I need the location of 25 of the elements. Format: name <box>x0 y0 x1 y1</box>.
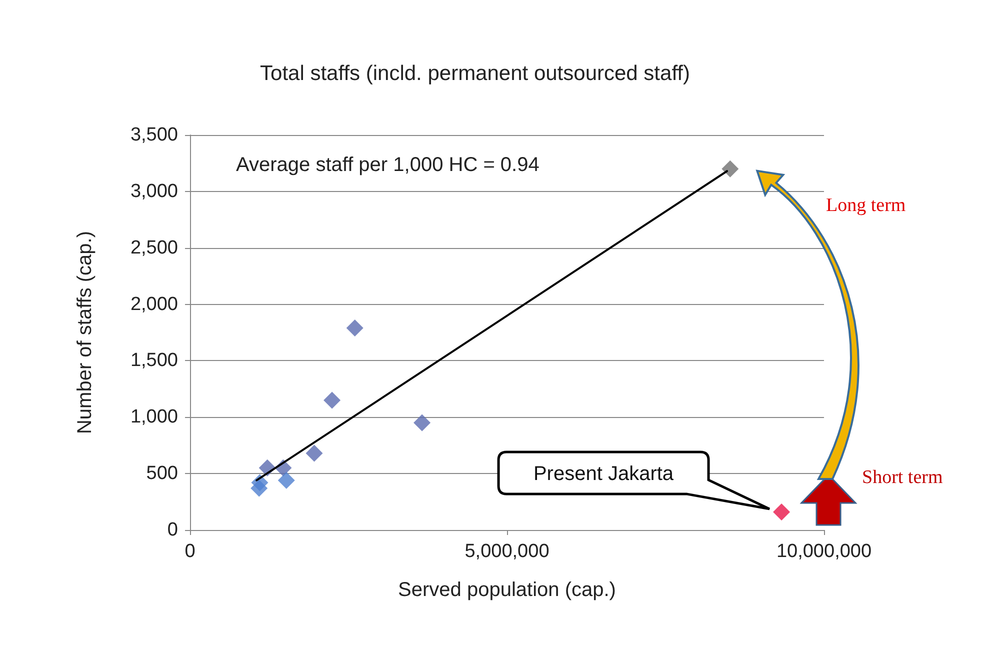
text: Long term <box>826 195 906 216</box>
point <box>773 503 790 520</box>
point <box>278 472 295 489</box>
x-tick-label: 10,000,000 <box>776 541 872 562</box>
x-axis-title: Served population (cap.) <box>398 579 616 601</box>
text: Short term <box>862 467 943 488</box>
y-tick-label: 2,500 <box>130 237 178 258</box>
y-tick-label: 0 <box>167 520 178 540</box>
point <box>306 444 323 462</box>
x-tick-label: 0 <box>184 541 196 562</box>
y-axis-title: Number of staffs (cap.) <box>74 230 96 434</box>
point <box>346 319 364 336</box>
y-tick-label: 3,000 <box>130 180 178 202</box>
chart-title: Total staffs (incld. permanent outsourced staff) <box>260 62 690 85</box>
annotation: Average staff per 1,000 HC = 0.94 <box>236 154 540 176</box>
x-tick-label: 5,000,000 <box>464 541 550 562</box>
y-tick-label: 1,500 <box>130 350 178 372</box>
y-tick-label: 500 <box>146 463 178 484</box>
point <box>414 414 431 432</box>
point <box>722 160 739 178</box>
annotation: Present Jakarta <box>533 462 674 485</box>
point <box>324 392 341 409</box>
y-tick-label: 3,500 <box>130 124 178 146</box>
y-tick-label: 1,000 <box>130 406 178 428</box>
y-tick-label: 2,000 <box>130 294 178 315</box>
